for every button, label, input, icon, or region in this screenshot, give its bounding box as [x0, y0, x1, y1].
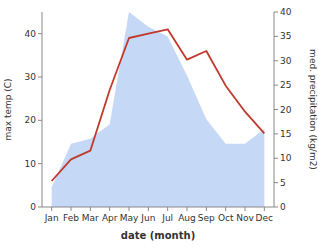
x-tick — [109, 207, 110, 211]
x-tick-label: Mar — [82, 213, 99, 223]
y2-tick-label: 25 — [280, 80, 291, 90]
y-tick-label: 20 — [25, 115, 37, 125]
x-tick — [206, 207, 207, 211]
y2-tick — [274, 36, 278, 37]
y2-tick-label: 15 — [280, 129, 291, 139]
x-tick-label: Apr — [102, 213, 118, 223]
y-tick — [38, 163, 42, 164]
x-tick-label: Jun — [140, 213, 155, 223]
y2-tick-label: 35 — [280, 31, 291, 41]
x-axis-line — [42, 207, 274, 208]
y2-tick — [274, 158, 278, 159]
x-tick-label: Aug — [178, 213, 196, 223]
data-layer — [52, 12, 265, 207]
y-axis-label: max temp (C) — [3, 78, 13, 140]
y2-tick — [274, 85, 278, 86]
y-tick — [38, 33, 42, 34]
chart-svg: Jan FebMarAprMayJun Jul AugSepOctNovDec 0 10 2… — [0, 0, 318, 247]
y2-axis-label: med. precipitation (kg/m2) — [308, 49, 318, 170]
y-tick — [38, 77, 42, 78]
y2-tick-label: 30 — [280, 56, 292, 66]
y-tick-label: 40 — [25, 29, 37, 39]
y-tick-label: 10 — [25, 159, 37, 169]
temperature-line — [52, 29, 265, 181]
x-tick — [90, 207, 91, 211]
y2-tick-label: 10 — [280, 153, 292, 163]
x-tick-label: Jan — [44, 213, 59, 223]
x-tick — [264, 207, 265, 211]
x-tick — [187, 207, 188, 211]
page: {"chart_data": {"type": "line", "xlabel"… — [0, 0, 318, 247]
y-tick — [38, 207, 42, 208]
y2-tick — [274, 182, 278, 183]
y-axis-line — [42, 12, 43, 207]
y2-tick — [274, 133, 278, 134]
x-tick-label: Oct — [218, 213, 234, 223]
y2-tick-label: 0 — [280, 202, 286, 212]
x-tick — [51, 207, 52, 211]
x-tick-label: Nov — [236, 213, 254, 223]
x-axis-label: date (month) — [121, 230, 195, 241]
x-tick-label: Feb — [63, 213, 79, 223]
y2-tick — [274, 12, 278, 13]
x-tick — [148, 207, 149, 211]
y2-tick — [274, 207, 278, 208]
y2-tick-label: 20 — [280, 105, 292, 115]
x-tick-label: May — [120, 213, 139, 223]
x-tick — [225, 207, 226, 211]
precipitation-area — [52, 12, 265, 207]
y-tick-label: 0 — [30, 202, 36, 212]
x-tick-label: Jul — [161, 213, 173, 223]
x-tick — [167, 207, 168, 211]
y2-tick — [274, 109, 278, 110]
x-tick-label: Sep — [198, 213, 215, 223]
y-tick-label: 30 — [25, 72, 37, 82]
y2-tick — [274, 60, 278, 61]
x-tick — [71, 207, 72, 211]
axes: Jan FebMarAprMayJun Jul AugSepOctNovDec 0 10 2… — [25, 7, 292, 223]
chart-container: Jan FebMarAprMayJun Jul AugSepOctNovDec 0 10 2… — [0, 0, 318, 247]
y-tick — [38, 120, 42, 121]
x-tick-label: Dec — [256, 213, 273, 223]
y2-tick-label: 40 — [280, 7, 292, 17]
x-tick — [245, 207, 246, 211]
x-tick — [129, 207, 130, 211]
y2-tick-label: 5 — [280, 178, 286, 188]
